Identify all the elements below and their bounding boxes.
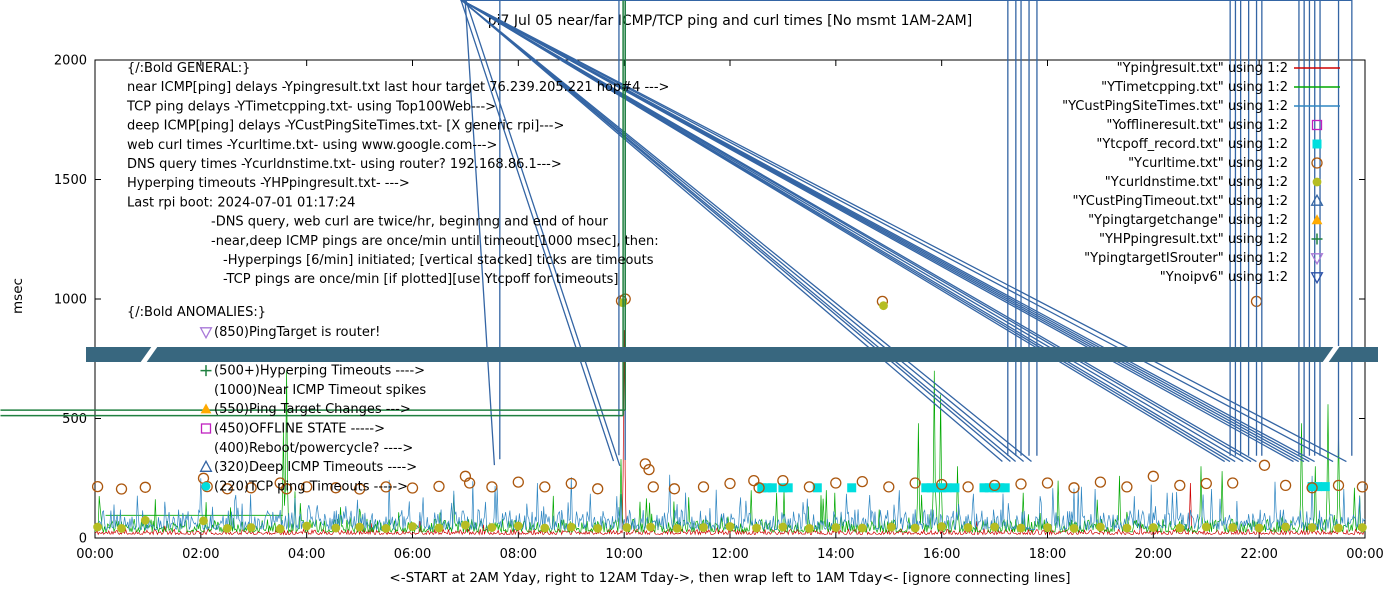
legend-label: "YTimetcpping.txt" using 1:2	[1101, 80, 1288, 95]
x-tick-label: 16:00	[923, 547, 960, 562]
legend-label: "YCustPingSiteTimes.txt" using 1:2	[1062, 99, 1288, 114]
general-line: Last rpi boot: 2024-07-01 01:17:24	[127, 195, 355, 210]
anomaly-line: (500+)Hyperping Timeouts ---->	[214, 364, 425, 379]
legend-label: "YpingtargetISrouter" using 1:2	[1084, 251, 1288, 266]
x-tick-label: 02:00	[182, 547, 219, 562]
general-line: DNS query times -Ycurldnstime.txt- using…	[127, 157, 562, 172]
x-tick-label: 14:00	[817, 547, 854, 562]
scatter-YCustPingTimeout	[459, 0, 1353, 467]
general-line: -TCP pings are once/min [if plotted][use…	[223, 272, 618, 287]
legend-label: "Ypingtargetchange" using 1:2	[1088, 213, 1288, 228]
x-tick-label: 08:00	[500, 547, 537, 562]
plot-frame: 00:00 02:00 04:00 06:00 08:00 10:00 12:00 14:00…	[54, 54, 1384, 563]
general-line: {/:Bold GENERAL:}	[127, 61, 250, 76]
anomaly-line: (450)OFFLINE STATE ----->	[214, 422, 385, 437]
anomalies-header: {/:Bold ANOMALIES:}	[127, 305, 266, 320]
general-annotations: {/:Bold GENERAL:} near ICMP[ping] delays …	[126, 61, 669, 287]
general-line: -near,deep ICMP pings are once/min until…	[211, 234, 659, 249]
anomalies-annotations: {/:Bold ANOMALIES:} (850)PingTarget is ro…	[127, 305, 426, 494]
overlay-band	[86, 346, 1378, 363]
y-tick-label: 0	[79, 532, 87, 547]
chart-title: pi7 Jul 05 near/far ICMP/TCP ping and cu…	[487, 13, 973, 29]
x-tick-label: 00:00	[76, 547, 113, 562]
anomaly-line: (400)Reboot/powercycle? ---->	[214, 441, 413, 456]
scatter-Ycurldnstime	[93, 298, 1367, 534]
x-tick-label: 12:00	[711, 547, 748, 562]
scatter-Ycurltime	[91, 293, 1369, 495]
anomaly-line: (320)Deep ICMP Timeouts ---->	[214, 460, 417, 475]
legend-label: "Ypingresult.txt" using 1:2	[1117, 61, 1288, 76]
general-line: -DNS query, web curl are twice/hr, begin…	[211, 215, 608, 230]
y-tick-label: 1500	[54, 173, 87, 188]
legend-label: "Ytcpoff_record.txt" using 1:2	[1096, 137, 1288, 152]
y-tick-label: 1000	[54, 293, 87, 308]
general-line: TCP ping delays -YTimetcpping.txt- using…	[126, 99, 496, 114]
legend: "Ypingresult.txt" using 1:2 "YTimetcpping…	[1062, 61, 1340, 285]
general-line: near ICMP[ping] delays -Ypingresult.txt …	[127, 80, 669, 95]
x-tick-label: 06:00	[394, 547, 431, 562]
anomaly-line: (1000)Near ICMP Timeout spikes	[214, 383, 426, 398]
legend-label: "YHPpingresult.txt" using 1:2	[1099, 232, 1288, 247]
general-line: Hyperping timeouts -YHPpingresult.txt- -…	[127, 176, 410, 191]
x-axis-label: <-START at 2AM Yday, right to 12AM Tday-…	[389, 570, 1071, 586]
x-tick-label: 18:00	[1029, 547, 1066, 562]
general-line: web curl times -Ycurltime.txt- using www…	[127, 138, 497, 153]
general-line: -Hyperpings [6/min] initiated; [vertical…	[223, 253, 654, 268]
y-tick-label: 2000	[54, 54, 87, 69]
general-line: deep ICMP[ping] delays -YCustPingSiteTim…	[127, 119, 564, 134]
x-tick-label: 10:00	[605, 547, 642, 562]
x-tick-label: 00:00	[1346, 547, 1383, 562]
x-tick-label: 20:00	[1135, 547, 1172, 562]
legend-label: "Ynoipv6" using 1:2	[1160, 270, 1288, 285]
x-tick-label: 22:00	[1240, 547, 1277, 562]
scatter-Ytcpoff_record	[757, 482, 1330, 493]
legend-label: "YCustPingTimeout.txt" using 1:2	[1073, 194, 1288, 209]
legend-label: "Ycurltime.txt" using 1:2	[1128, 156, 1288, 171]
legend-label: "Ycurldnstime.txt" using 1:2	[1105, 175, 1288, 190]
x-tick-label: 04:00	[288, 547, 325, 562]
anomaly-line: (550)Ping Target Changes --->	[214, 402, 411, 417]
y-tick-label: 500	[62, 412, 87, 427]
legend-label: "Yofflineresult.txt" using 1:2	[1106, 118, 1288, 133]
anomaly-line: (220)TCP ping Timeouts ----->	[214, 479, 408, 494]
anomaly-line: (850)PingTarget is router!	[214, 325, 380, 340]
